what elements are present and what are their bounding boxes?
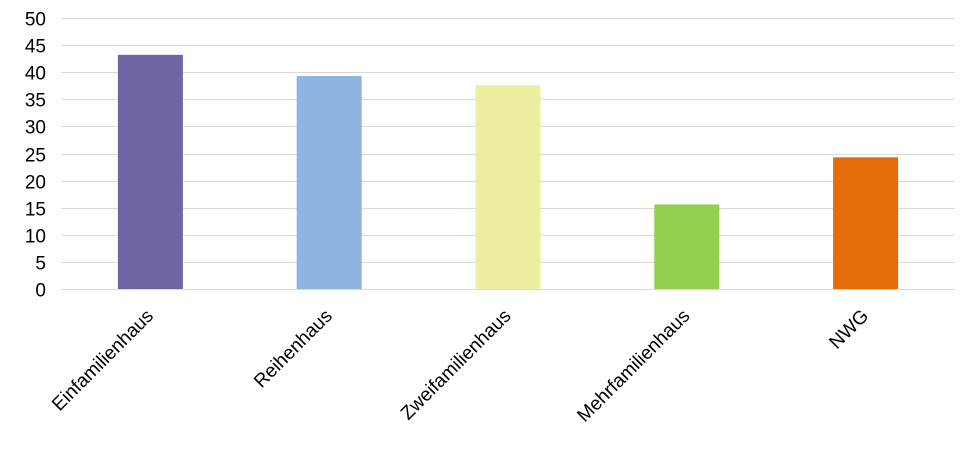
y-tick-label: 20	[25, 173, 46, 194]
bar-einfamilienhaus	[117, 54, 183, 289]
x-tick-label-nwg: NWG	[825, 306, 873, 354]
y-tick-label: 30	[25, 118, 46, 139]
y-tick-label: 15	[25, 200, 46, 221]
y-tick-label: 50	[25, 10, 46, 31]
x-tick-label-reihenhaus: Reihenhaus	[250, 306, 337, 393]
x-tick-label-mehrfamilienhaus: Mehrfamilienhaus	[573, 306, 694, 427]
y-tick-label: 40	[25, 64, 46, 85]
y-tick-label: 35	[25, 91, 46, 112]
y-tick-label: 0	[35, 281, 46, 302]
y-tick-label: 45	[25, 37, 46, 58]
bar-nwg	[833, 157, 899, 289]
bar-reihenhaus	[296, 75, 362, 289]
x-axis-labels: Einfamilienhaus Reihenhaus Zweifamilienhau…	[48, 306, 873, 427]
y-tick-label: 10	[25, 227, 46, 248]
bar-mehrfamilienhaus	[654, 204, 720, 289]
y-axis-ticks: 0 5 10 15 20 25 30 35 40 45 50	[25, 10, 46, 302]
bar-zweifamilienhaus	[475, 85, 541, 289]
y-tick-label: 5	[35, 254, 46, 275]
y-tick-label: 25	[25, 146, 46, 167]
x-tick-label-zweifamilienhaus: Zweifamilienhaus	[397, 306, 516, 425]
x-tick-label-einfamilienhaus: Einfamilienhaus	[48, 306, 158, 416]
bars	[117, 54, 899, 289]
